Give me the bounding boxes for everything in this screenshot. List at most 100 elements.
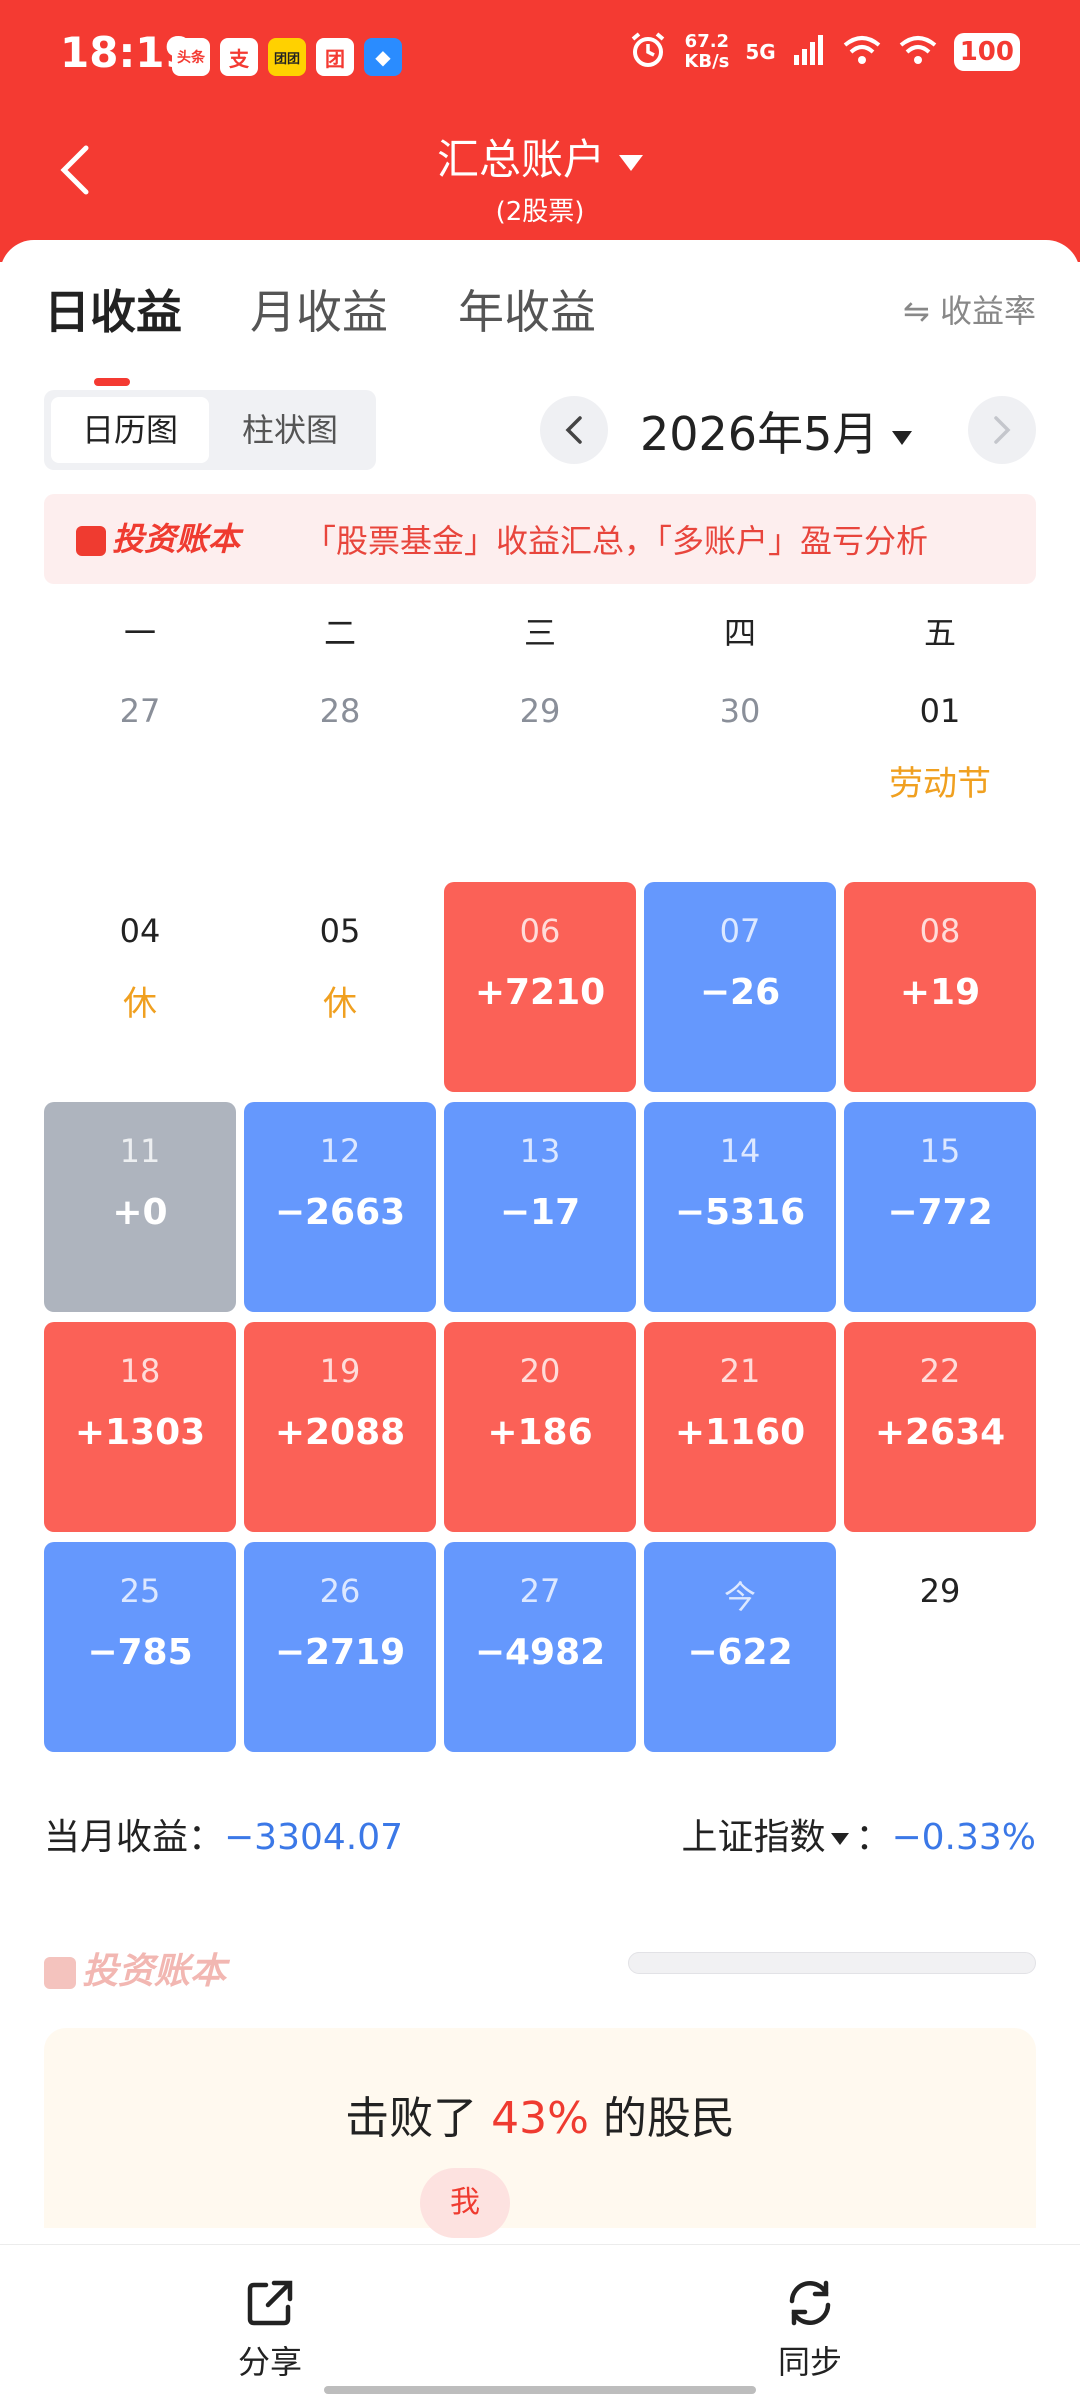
calendar-day-profit: +2088: [274, 1412, 406, 1453]
page-subtitle: (2股票): [495, 197, 585, 227]
main-card: 日收益 月收益 年收益 ⇋ 收益率 日历图 柱状图 2026年5月 投资账本 「…: [0, 240, 1080, 2240]
calendar-day-number: 11: [119, 1132, 161, 1170]
caret-down-icon[interactable]: [831, 1833, 850, 1845]
app-icon: ◆: [364, 38, 402, 76]
calendar-day-cell[interactable]: 26 −2719: [244, 1542, 436, 1752]
calendar-day-cell[interactable]: 27 −4982: [444, 1542, 636, 1752]
home-indicator: [324, 2386, 756, 2394]
battery-indicator: 100: [953, 33, 1020, 71]
calendar-day-cell[interactable]: 13 −17: [444, 1102, 636, 1312]
month-selector[interactable]: 2026年5月: [640, 398, 913, 464]
calendar-day-profit: −622: [687, 1632, 793, 1673]
status-time: 18:19: [60, 28, 194, 77]
view-bar[interactable]: 柱状图: [241, 411, 338, 449]
meituan-app-icon: 团: [316, 38, 354, 76]
ledger-logo-icon: [44, 1957, 76, 1989]
beat-percent: 43%: [491, 2093, 589, 2144]
calendar-day-number: 04: [119, 912, 161, 950]
rate-toggle[interactable]: ⇋ 收益率: [903, 292, 1036, 330]
calendar-day-cell[interactable]: 19 +2088: [244, 1322, 436, 1532]
calendar-day-number: 20: [519, 1352, 561, 1390]
calendar-day-cell[interactable]: 21 +1160: [644, 1322, 836, 1532]
calendar-day-number: 29: [519, 692, 561, 730]
calendar-day-cell[interactable]: 12 −2663: [244, 1102, 436, 1312]
calendar-day-cell[interactable]: 07 −26: [644, 882, 836, 1092]
calendar-day-cell[interactable]: 11 +0: [44, 1102, 236, 1312]
tuantuan-app-icon: 团团: [268, 38, 306, 76]
calendar-day-number: 27: [119, 692, 161, 730]
calendar-day-cell[interactable]: 28: [244, 662, 436, 872]
calendar-day-profit: +7210: [474, 972, 606, 1013]
calendar-day-number: 27: [519, 1572, 561, 1610]
chevron-left-icon: [60, 145, 89, 195]
back-button[interactable]: [44, 130, 104, 210]
weekday-header: 一 二 三 四 五: [44, 608, 1044, 658]
me-marker: 我: [420, 2168, 510, 2238]
tab-yearly[interactable]: 年收益: [458, 285, 596, 339]
calendar-day-cell[interactable]: 22 +2634: [844, 1322, 1036, 1532]
calendar-day-profit: +19: [899, 972, 981, 1013]
calendar-day-number: 21: [719, 1352, 761, 1390]
calendar-day-number: 今: [723, 1578, 756, 1616]
weekday-thu: 四: [723, 614, 756, 652]
calendar-day-cell[interactable]: 25 −785: [44, 1542, 236, 1752]
calendar-day-cell[interactable]: 27: [44, 662, 236, 872]
calendar-day-cell[interactable]: 05 休: [244, 882, 436, 1092]
watermark-logo: 投资账本: [82, 1951, 227, 1992]
calendar-day-cell[interactable]: 08 +19: [844, 882, 1036, 1092]
calendar-day-cell[interactable]: 04 休: [44, 882, 236, 1092]
bottom-bar: 分享 同步: [0, 2244, 1080, 2400]
calendar-day-profit: −772: [887, 1192, 993, 1233]
view-calendar[interactable]: 日历图: [51, 397, 209, 463]
wifi-icon: [842, 33, 882, 71]
caret-down-icon: [619, 154, 643, 171]
header: 18:19 头条 支 团团 团 ◆ 67.2 KB/s 5G: [0, 0, 1080, 262]
calendar-day-number: 14: [719, 1132, 761, 1170]
calendar-day-profit: +186: [487, 1412, 593, 1453]
weekday-wed: 三: [523, 614, 556, 652]
page-title: 汇总账户: [436, 135, 605, 184]
calendar-day-cell[interactable]: 18 +1303: [44, 1322, 236, 1532]
calendar-day-cell[interactable]: 15 −772: [844, 1102, 1036, 1312]
promo-banner[interactable]: 投资账本 「股票基金」收益汇总，「多账户」盈亏分析: [44, 494, 1036, 584]
calendar-day-cell[interactable]: 30: [644, 662, 836, 872]
next-month-button[interactable]: [968, 396, 1036, 464]
calendar-day-cell[interactable]: 01 劳动节: [844, 662, 1036, 872]
chevron-right-icon: [994, 416, 1011, 444]
calendar-day-cell[interactable]: 20 +186: [444, 1322, 636, 1532]
progress-bar: [628, 1952, 1036, 1974]
calendar-day-cell[interactable]: 今 −622: [644, 1542, 836, 1752]
beat-suffix: 的股民: [602, 2093, 735, 2144]
calendar-day-note: 休: [123, 984, 157, 1024]
network-type: 5G: [745, 40, 776, 64]
share-button[interactable]: 分享: [190, 2273, 350, 2383]
calendar-day-cell[interactable]: 29: [844, 1542, 1036, 1752]
calendar-day-cell[interactable]: 14 −5316: [644, 1102, 836, 1312]
month-label: 2026年5月: [640, 407, 879, 461]
calendar-day-profit: −2719: [274, 1632, 406, 1673]
calendar-day-number: 08: [919, 912, 961, 950]
calendar-day-cell[interactable]: 06 +7210: [444, 882, 636, 1092]
calendar-day-note: 劳动节: [889, 764, 991, 804]
prev-month-button[interactable]: [540, 396, 608, 464]
calendar-day-number: 22: [919, 1352, 961, 1390]
calendar-day-number: 18: [119, 1352, 161, 1390]
sync-label: 同步: [777, 2343, 842, 2381]
tab-monthly[interactable]: 月收益: [250, 285, 388, 339]
index-separator: ：: [855, 1817, 892, 1858]
tab-daily[interactable]: 日收益: [44, 285, 182, 339]
sync-button[interactable]: 同步: [730, 2273, 890, 2383]
month-profit-value: −3304.07: [224, 1817, 404, 1858]
month-summary: 当月收益：−3304.07 上证指数 ：−0.33%: [44, 1808, 1036, 1868]
calendar-day-number: 26: [319, 1572, 361, 1610]
calendar-day-cell[interactable]: 29: [444, 662, 636, 872]
account-selector[interactable]: 汇总账户 (2股票): [0, 126, 1080, 228]
calendar-day-profit: −17: [499, 1192, 581, 1233]
calendar-day-profit: +0: [112, 1192, 168, 1233]
index-selector[interactable]: 上证指数: [681, 1817, 826, 1858]
view-switch: 日历图 柱状图: [44, 390, 376, 470]
calendar-day-number: 15: [919, 1132, 961, 1170]
wifi-icon-2: [898, 33, 938, 71]
month-profit-label: 当月收益：: [44, 1817, 225, 1858]
notification-icons: 头条 支 团团 团 ◆: [172, 38, 402, 76]
